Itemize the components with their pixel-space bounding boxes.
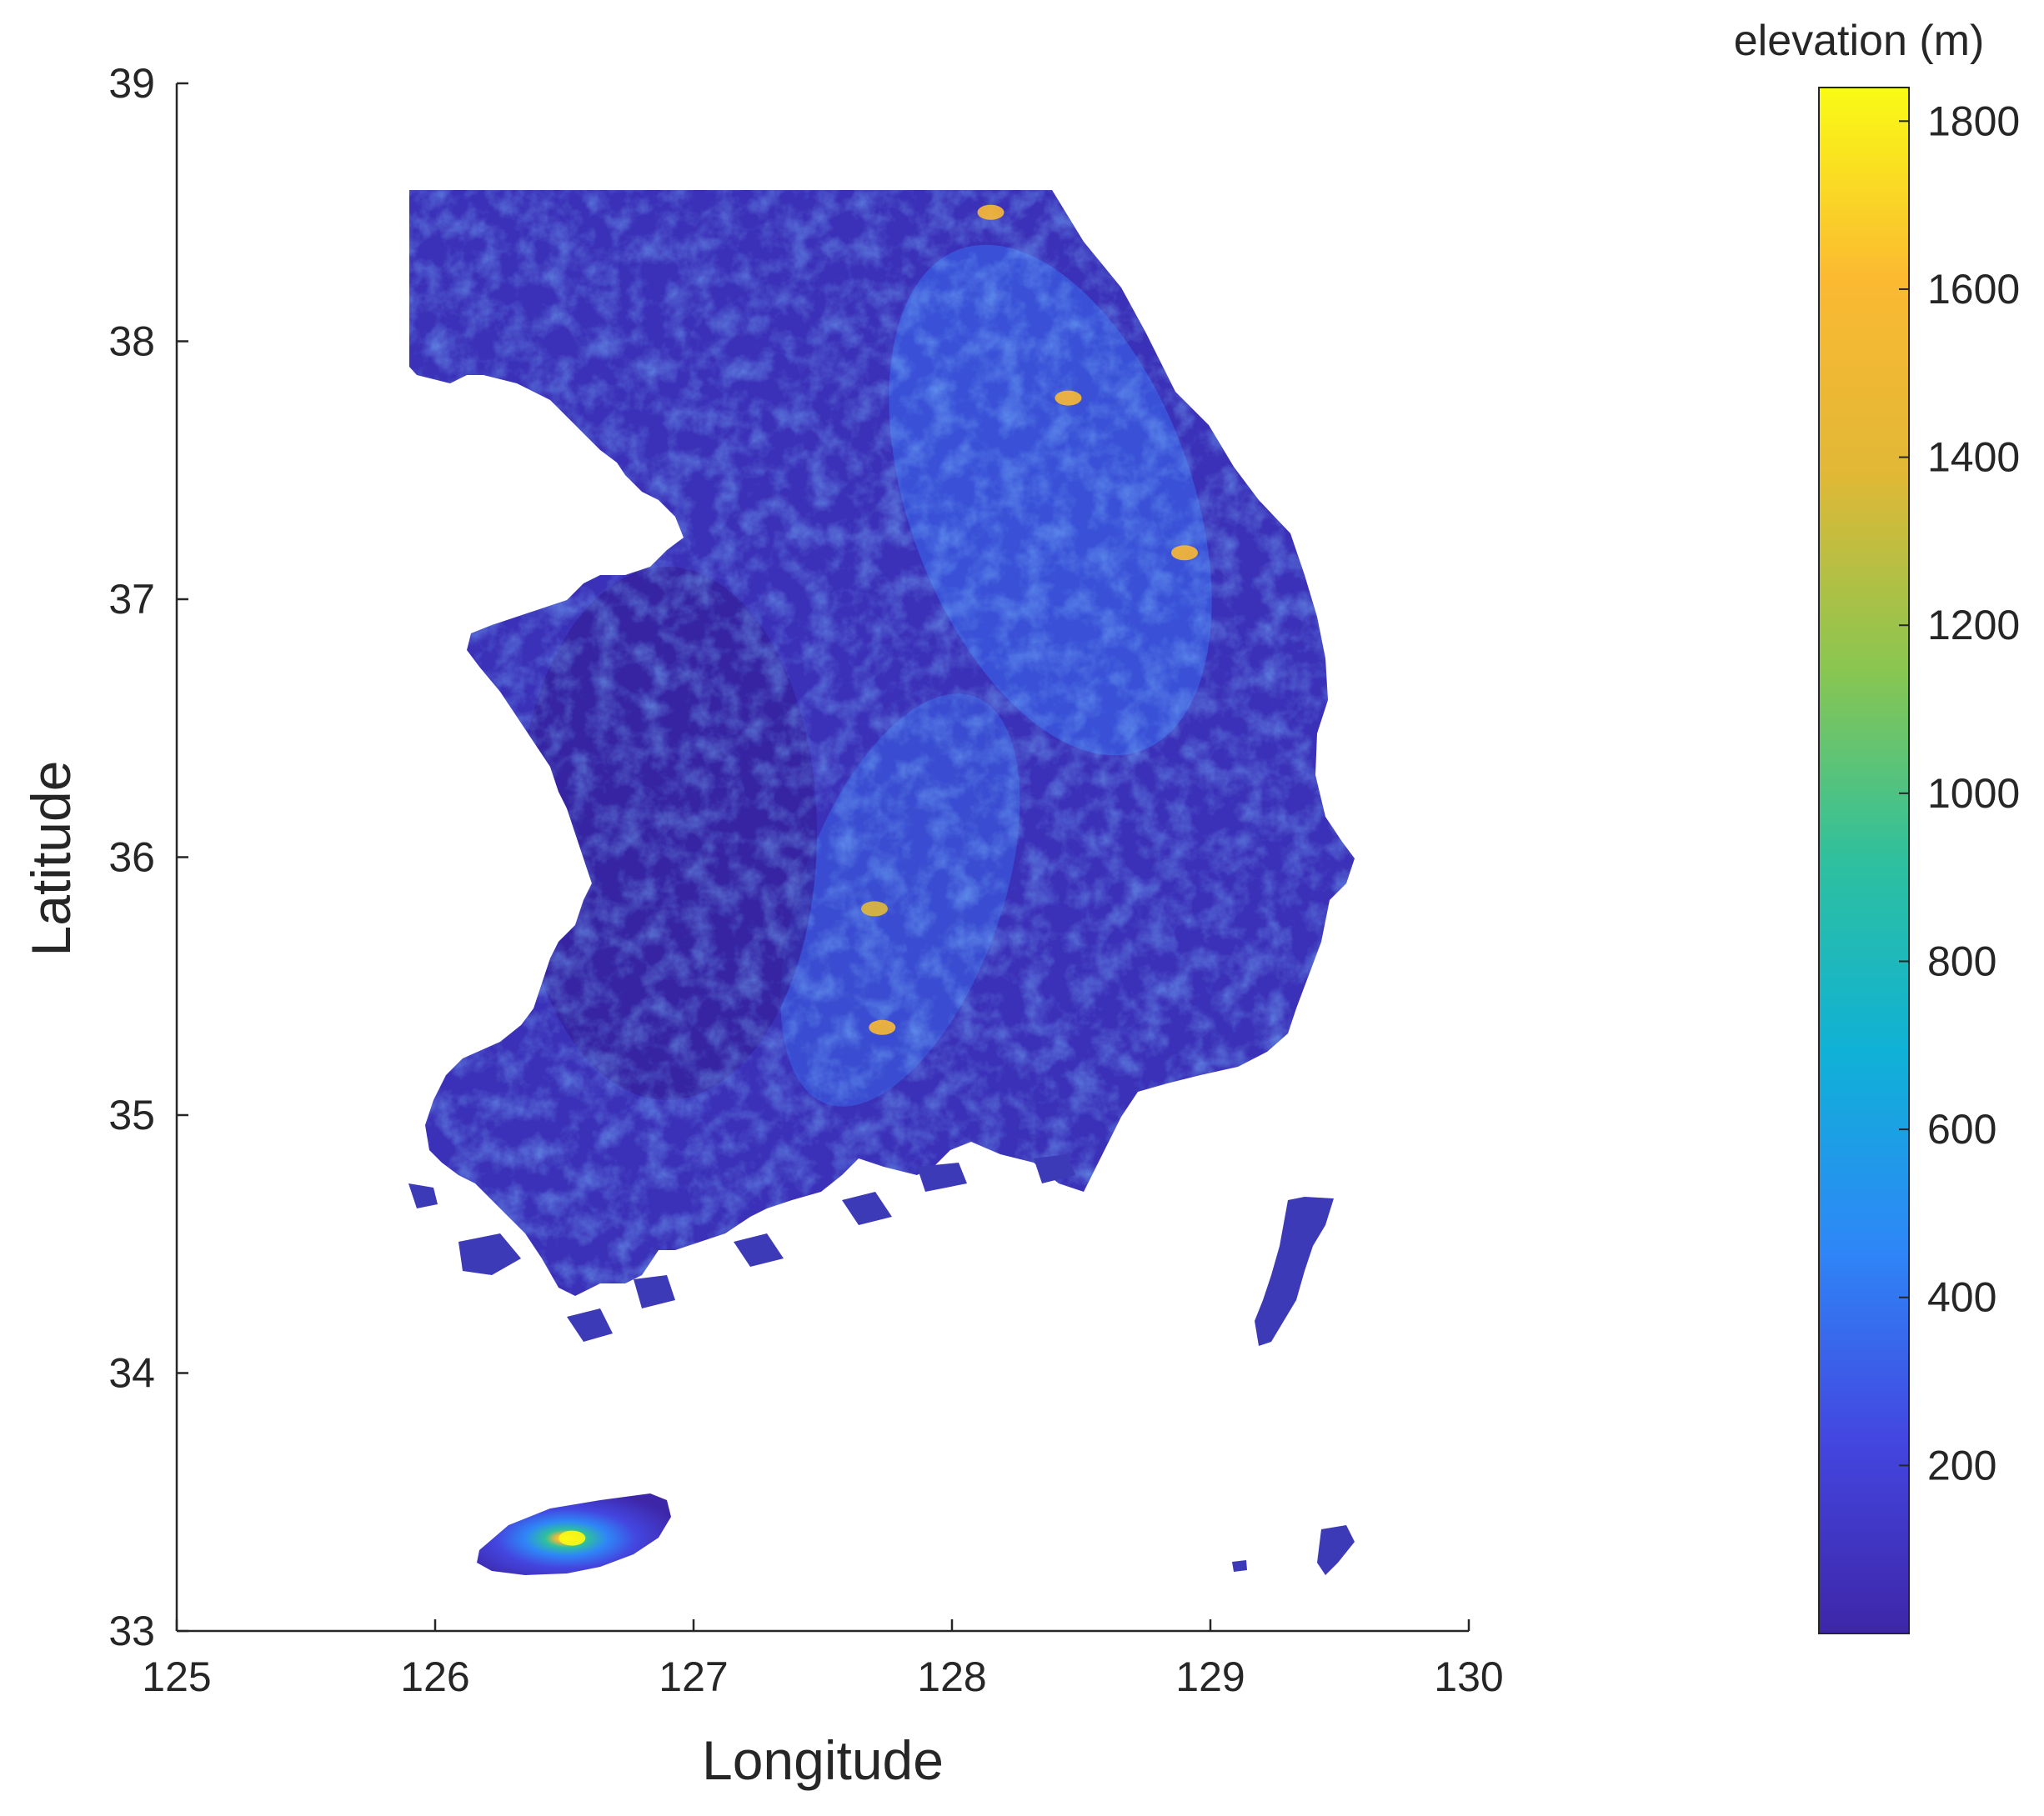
colorbar-ticks: 200 400 600 800 1000 1200 1400 1600 1800 bbox=[1899, 98, 2020, 1488]
x-tick-label: 125 bbox=[142, 1653, 211, 1700]
y-tick-label: 39 bbox=[108, 60, 155, 107]
peak-marker bbox=[559, 1530, 586, 1546]
y-axis-title: Latitude bbox=[20, 761, 82, 957]
colorbar-title: elevation (m) bbox=[1734, 17, 1985, 65]
x-tick-label: 130 bbox=[1434, 1653, 1503, 1700]
x-axis-title: Longitude bbox=[702, 1729, 944, 1791]
peak-marker bbox=[1055, 390, 1082, 406]
y-tick-label: 35 bbox=[108, 1092, 155, 1138]
y-tick-label: 36 bbox=[108, 834, 155, 881]
colorbar bbox=[1818, 87, 1910, 1634]
elevation-raster bbox=[408, 190, 1355, 1575]
colorbar-tick-label: 1200 bbox=[1927, 602, 2020, 648]
island-geoje-tsushima bbox=[1255, 1197, 1334, 1346]
x-tick-label: 127 bbox=[659, 1653, 728, 1700]
peak-marker bbox=[861, 901, 888, 917]
colorbar-tick-label: 1600 bbox=[1927, 266, 2020, 313]
peak-marker bbox=[869, 1019, 896, 1035]
y-tick-label: 34 bbox=[108, 1350, 155, 1397]
x-axis-ticks: 125 126 127 128 129 130 bbox=[142, 1619, 1504, 1700]
x-tick-label: 129 bbox=[1175, 1653, 1245, 1700]
peak-marker bbox=[1171, 545, 1198, 561]
peak-markers bbox=[559, 204, 1198, 1546]
island-small-east-2 bbox=[1232, 1560, 1247, 1572]
y-tick-label: 38 bbox=[108, 318, 155, 365]
colorbar-tick-label: 600 bbox=[1927, 1106, 1996, 1153]
colorbar-tick-label: 1400 bbox=[1927, 434, 2020, 481]
colorbar-tick-label: 200 bbox=[1927, 1442, 1996, 1488]
y-tick-label: 33 bbox=[108, 1608, 155, 1654]
x-tick-label: 126 bbox=[400, 1653, 469, 1700]
islands-southwest bbox=[408, 1154, 1075, 1342]
colorbar-tick-label: 800 bbox=[1927, 938, 1996, 984]
x-tick-label: 128 bbox=[917, 1653, 986, 1700]
peak-marker bbox=[977, 204, 1004, 220]
y-tick-label: 37 bbox=[108, 576, 155, 623]
colorbar-tick-label: 400 bbox=[1927, 1274, 1996, 1321]
y-axis-ticks: 33 34 35 36 37 38 39 bbox=[108, 60, 188, 1654]
colorbar-tick-label: 1800 bbox=[1927, 98, 2020, 144]
island-small-east-1 bbox=[1317, 1525, 1355, 1575]
colorbar-tick-label: 1000 bbox=[1927, 770, 2020, 817]
